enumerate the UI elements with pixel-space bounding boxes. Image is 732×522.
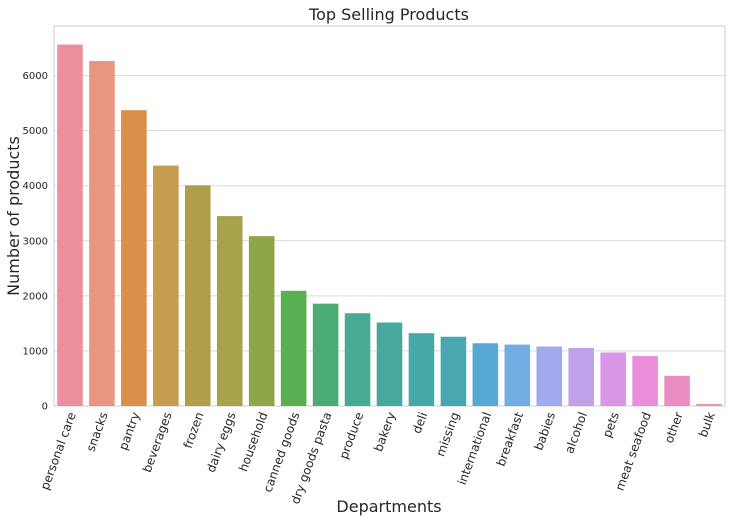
bar-pets <box>600 352 626 406</box>
y-tick-label: 3000 <box>23 236 48 247</box>
x-tick-label: pets <box>600 410 622 439</box>
x-axis-label: Departments <box>336 497 441 516</box>
x-tick-label: bakery <box>371 410 398 453</box>
bar-bakery <box>376 322 403 406</box>
x-tick-label: babies <box>531 410 558 452</box>
x-tick-label: dairy eggs <box>204 410 239 474</box>
y-axis-ticks: 0 1000 2000 3000 4000 5000 6000 <box>23 71 48 412</box>
y-axis-label: Number of products <box>4 136 23 296</box>
bars <box>57 44 722 407</box>
bar-canned-goods <box>280 290 307 406</box>
bar-meat-seafood <box>632 356 658 406</box>
x-tick-label: breakfast <box>494 410 527 468</box>
x-tick-label: produce <box>337 410 367 461</box>
bar-produce <box>344 313 371 406</box>
chart-title: Top Selling Products <box>308 5 469 24</box>
bar-other <box>664 375 690 406</box>
bar-deli <box>408 333 435 406</box>
bar-babies <box>536 346 563 406</box>
bar-personal-care <box>57 44 83 407</box>
x-tick-label: international <box>455 410 494 487</box>
y-tick-label: 1000 <box>23 346 48 357</box>
bar-snacks <box>89 61 115 406</box>
x-tick-label: beverages <box>140 410 175 474</box>
x-tick-label: other <box>662 410 686 445</box>
x-tick-label: pantry <box>116 410 143 452</box>
x-tick-label: frozen <box>181 410 207 450</box>
bar-dry-goods-pasta <box>312 303 339 406</box>
x-tick-label: household <box>236 410 270 473</box>
bar-international <box>472 343 499 406</box>
x-tick-label: deli <box>410 410 431 435</box>
bar-breakfast <box>504 344 531 406</box>
x-tick-label: alcohol <box>562 410 590 455</box>
bar-beverages <box>153 165 179 406</box>
x-tick-label: snacks <box>84 410 111 453</box>
y-tick-label: 4000 <box>23 181 48 192</box>
x-tick-label: personal care <box>38 410 79 492</box>
bar-bulk <box>696 403 722 406</box>
y-tick-label: 2000 <box>23 291 48 302</box>
y-tick-label: 6000 <box>23 71 48 82</box>
x-tick-label: missing <box>433 410 462 458</box>
bar-alcohol <box>568 347 594 406</box>
y-tick-label: 0 <box>42 402 48 413</box>
bar-frozen <box>185 185 211 406</box>
x-tick-label: bulk <box>696 410 718 439</box>
y-tick-label: 5000 <box>23 126 48 137</box>
bar-household <box>248 236 275 406</box>
bar-dairy-eggs <box>216 216 243 406</box>
bar-missing <box>440 336 467 406</box>
bar-pantry <box>121 110 147 406</box>
